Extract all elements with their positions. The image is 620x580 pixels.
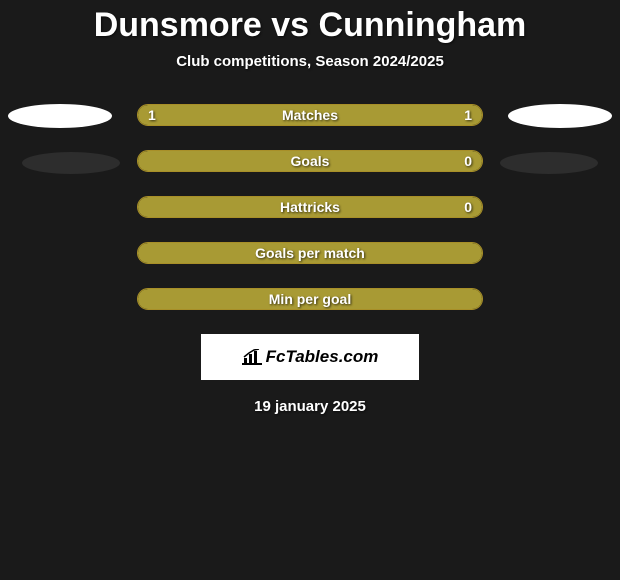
stat-label: Hattricks	[138, 197, 482, 217]
stat-label: Matches	[138, 105, 482, 125]
bar-track: Min per goal	[137, 288, 483, 310]
subtitle: Club competitions, Season 2024/2025	[0, 53, 620, 70]
stat-value-right: 0	[464, 197, 472, 217]
stat-value-right: 0	[464, 151, 472, 171]
stat-row-goals-per-match: Goals per match	[0, 242, 620, 264]
bar-chart-icon	[242, 349, 262, 365]
source-logo: FcTables.com	[201, 334, 419, 380]
page-title: Dunsmore vs Cunningham	[0, 0, 620, 45]
stat-row-matches: 1 Matches 1	[0, 104, 620, 126]
comparison-chart: 1 Matches 1 Goals 0 Hattricks 0 Goals pe…	[0, 104, 620, 310]
bar-track: Goals 0	[137, 150, 483, 172]
stat-row-min-per-goal: Min per goal	[0, 288, 620, 310]
stat-row-hattricks: Hattricks 0	[0, 196, 620, 218]
bar-track: 1 Matches 1	[137, 104, 483, 126]
footer-date: 19 january 2025	[0, 398, 620, 415]
stat-label: Goals	[138, 151, 482, 171]
stat-label: Min per goal	[138, 289, 482, 309]
logo-text: FcTables.com	[266, 347, 379, 367]
stat-row-goals: Goals 0	[0, 150, 620, 172]
stat-value-right: 1	[464, 105, 472, 125]
stat-label: Goals per match	[138, 243, 482, 263]
bar-track: Goals per match	[137, 242, 483, 264]
bar-track: Hattricks 0	[137, 196, 483, 218]
